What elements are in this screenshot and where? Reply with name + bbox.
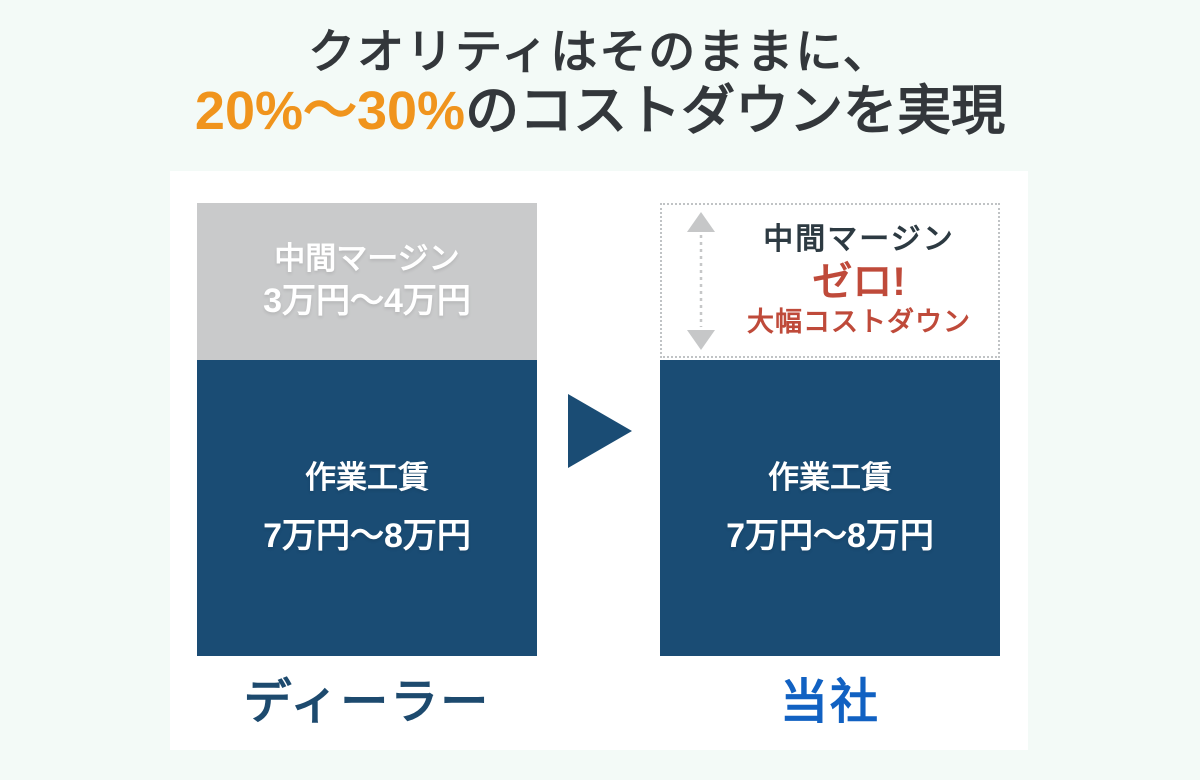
company-labor-segment: 作業工賃 7万円〜8万円: [660, 360, 1000, 656]
double-arrow-vertical-icon: [687, 211, 715, 350]
company-margin-text: 中間マージン ゼロ! 大幅コストダウン: [720, 223, 998, 338]
company-margin-note: 大幅コストダウン: [747, 307, 971, 338]
company-labor-value: 7万円〜8万円: [726, 516, 934, 555]
company-margin-inner: 中間マージン ゼロ! 大幅コストダウン: [662, 205, 998, 356]
company-margin-zero: ゼロ!: [812, 260, 906, 305]
page-title-line1: クオリティはそのままに、: [308, 25, 892, 78]
right-arrow-icon: [568, 394, 632, 468]
dealer-label: ディーラー: [243, 676, 491, 729]
company-label: 当社: [779, 676, 880, 729]
dealer-margin-value: 3万円〜4万円: [263, 282, 471, 321]
company-labor-title: 作業工賃: [768, 459, 892, 495]
title-line2-rest: のコストダウンを実現: [465, 81, 1006, 142]
page-title-line2: 20%〜30%のコストダウンを実現: [0, 82, 1200, 141]
page-title: クオリティはそのままに、 20%〜30%のコストダウンを実現: [0, 24, 1200, 142]
company-labor-text: 作業工賃 7万円〜8万円: [660, 360, 1000, 656]
title-percent-highlight: 20%〜30%: [194, 81, 466, 142]
dealer-labor-text: 作業工賃 7万円〜8万円: [197, 360, 537, 656]
dealer-labor-segment: 作業工賃 7万円〜8万円: [197, 360, 537, 656]
dealer-margin-segment: 中間マージン 3万円〜4万円: [197, 203, 537, 360]
dealer-margin-title: 中間マージン: [274, 241, 460, 277]
dealer-labor-title: 作業工賃: [305, 459, 429, 495]
dealer-margin-text: 中間マージン 3万円〜4万円: [197, 203, 537, 360]
company-margin-box: 中間マージン ゼロ! 大幅コストダウン: [660, 203, 1000, 358]
company-margin-title: 中間マージン: [763, 223, 955, 257]
dealer-labor-value: 7万円〜8万円: [263, 516, 471, 555]
